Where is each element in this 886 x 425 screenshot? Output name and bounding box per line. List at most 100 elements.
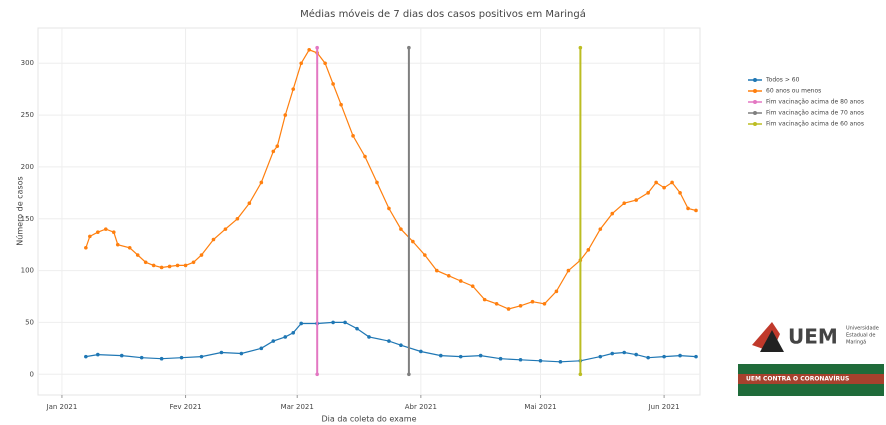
plot-area: [37, 27, 701, 396]
y-tick-label: 50: [25, 318, 34, 326]
point: [127, 245, 132, 250]
logo-text: UEM: [788, 325, 838, 349]
point: [247, 201, 252, 206]
point: [634, 352, 638, 357]
point: [411, 239, 415, 244]
series: [407, 45, 411, 377]
point: [458, 279, 463, 283]
y-tick-label: 300: [21, 59, 34, 67]
legend-label: 60 anos ou menos: [766, 88, 821, 95]
point: [139, 355, 144, 360]
point: [670, 180, 674, 185]
point: [175, 263, 180, 268]
point: [343, 320, 347, 325]
logo-icon: [760, 330, 784, 352]
legend-swatch: [753, 111, 757, 115]
chart-title: Médias móveis de 7 dias dos casos positi…: [300, 8, 586, 20]
point: [331, 82, 335, 86]
point: [167, 264, 172, 269]
point: [586, 248, 591, 252]
x-tick-label: Mai 2021: [524, 403, 556, 411]
point: [191, 260, 196, 265]
point: [355, 326, 359, 331]
point: [84, 354, 88, 359]
point: [307, 47, 311, 52]
point: [470, 284, 475, 288]
point: [554, 289, 559, 294]
legend-swatch: [753, 100, 757, 104]
point: [351, 134, 355, 138]
point: [654, 180, 658, 185]
point: [518, 304, 523, 308]
point: [299, 61, 304, 66]
point: [438, 353, 443, 358]
point: [199, 253, 204, 257]
point: [179, 355, 184, 360]
point: [622, 350, 627, 355]
point: [494, 301, 499, 306]
legend-label: Fim vacinação acima de 70 anos: [766, 110, 864, 117]
point: [678, 353, 682, 358]
point: [434, 268, 439, 273]
x-axis-label: Dia da coleta do exame: [321, 415, 416, 424]
point: [662, 354, 666, 359]
point: [446, 273, 451, 278]
logo-subtext: Maringá: [846, 339, 866, 346]
point: [291, 87, 296, 91]
point: [538, 358, 543, 363]
legend-label: Todos > 60: [765, 77, 800, 84]
point: [235, 216, 240, 221]
point: [578, 45, 583, 50]
point: [387, 339, 391, 343]
point: [694, 354, 698, 359]
logo: UEM Universidade Estadual de Maringá UEM…: [738, 322, 884, 396]
point: [478, 353, 483, 358]
point: [578, 372, 583, 377]
y-tick-label: 150: [21, 215, 34, 223]
point: [610, 351, 615, 356]
point: [159, 356, 164, 361]
y-axis-label: Número de casos: [16, 176, 25, 245]
banner-stripe: [738, 374, 884, 384]
point: [407, 372, 411, 377]
point: [558, 360, 563, 364]
y-tick-label: 0: [30, 370, 34, 378]
point: [506, 307, 511, 311]
point: [331, 320, 335, 325]
point: [151, 263, 156, 268]
x-tick-label: Abr 2021: [405, 403, 437, 411]
point: [646, 191, 650, 195]
point: [662, 185, 666, 190]
point: [291, 330, 296, 335]
point: [458, 354, 463, 359]
banner-text: UEM CONTRA O CORONAVÍRUS: [746, 375, 849, 383]
point: [199, 354, 204, 359]
x-tick-label: Fev 2021: [169, 403, 201, 411]
y-tick-label: 250: [21, 111, 34, 119]
point: [88, 234, 92, 239]
point: [111, 230, 116, 235]
point: [498, 356, 503, 361]
point: [283, 113, 288, 117]
series: [84, 47, 698, 311]
point: [518, 357, 523, 362]
point: [211, 237, 216, 242]
series: [84, 320, 698, 364]
x-tick-label: Jan 2021: [46, 403, 78, 411]
point: [275, 144, 280, 148]
point: [183, 263, 188, 268]
legend-swatch: [753, 122, 757, 126]
x-tick-label: Jun 2021: [648, 403, 680, 411]
y-tick-label: 100: [21, 267, 34, 275]
series: [315, 45, 319, 377]
point: [271, 149, 276, 154]
y-tick-label: 200: [21, 163, 34, 171]
point: [686, 206, 690, 211]
point: [694, 208, 698, 213]
point: [103, 227, 108, 231]
point: [387, 206, 391, 211]
point: [646, 355, 650, 360]
point: [399, 227, 403, 231]
x-tick-label: Mar 2021: [281, 403, 314, 411]
